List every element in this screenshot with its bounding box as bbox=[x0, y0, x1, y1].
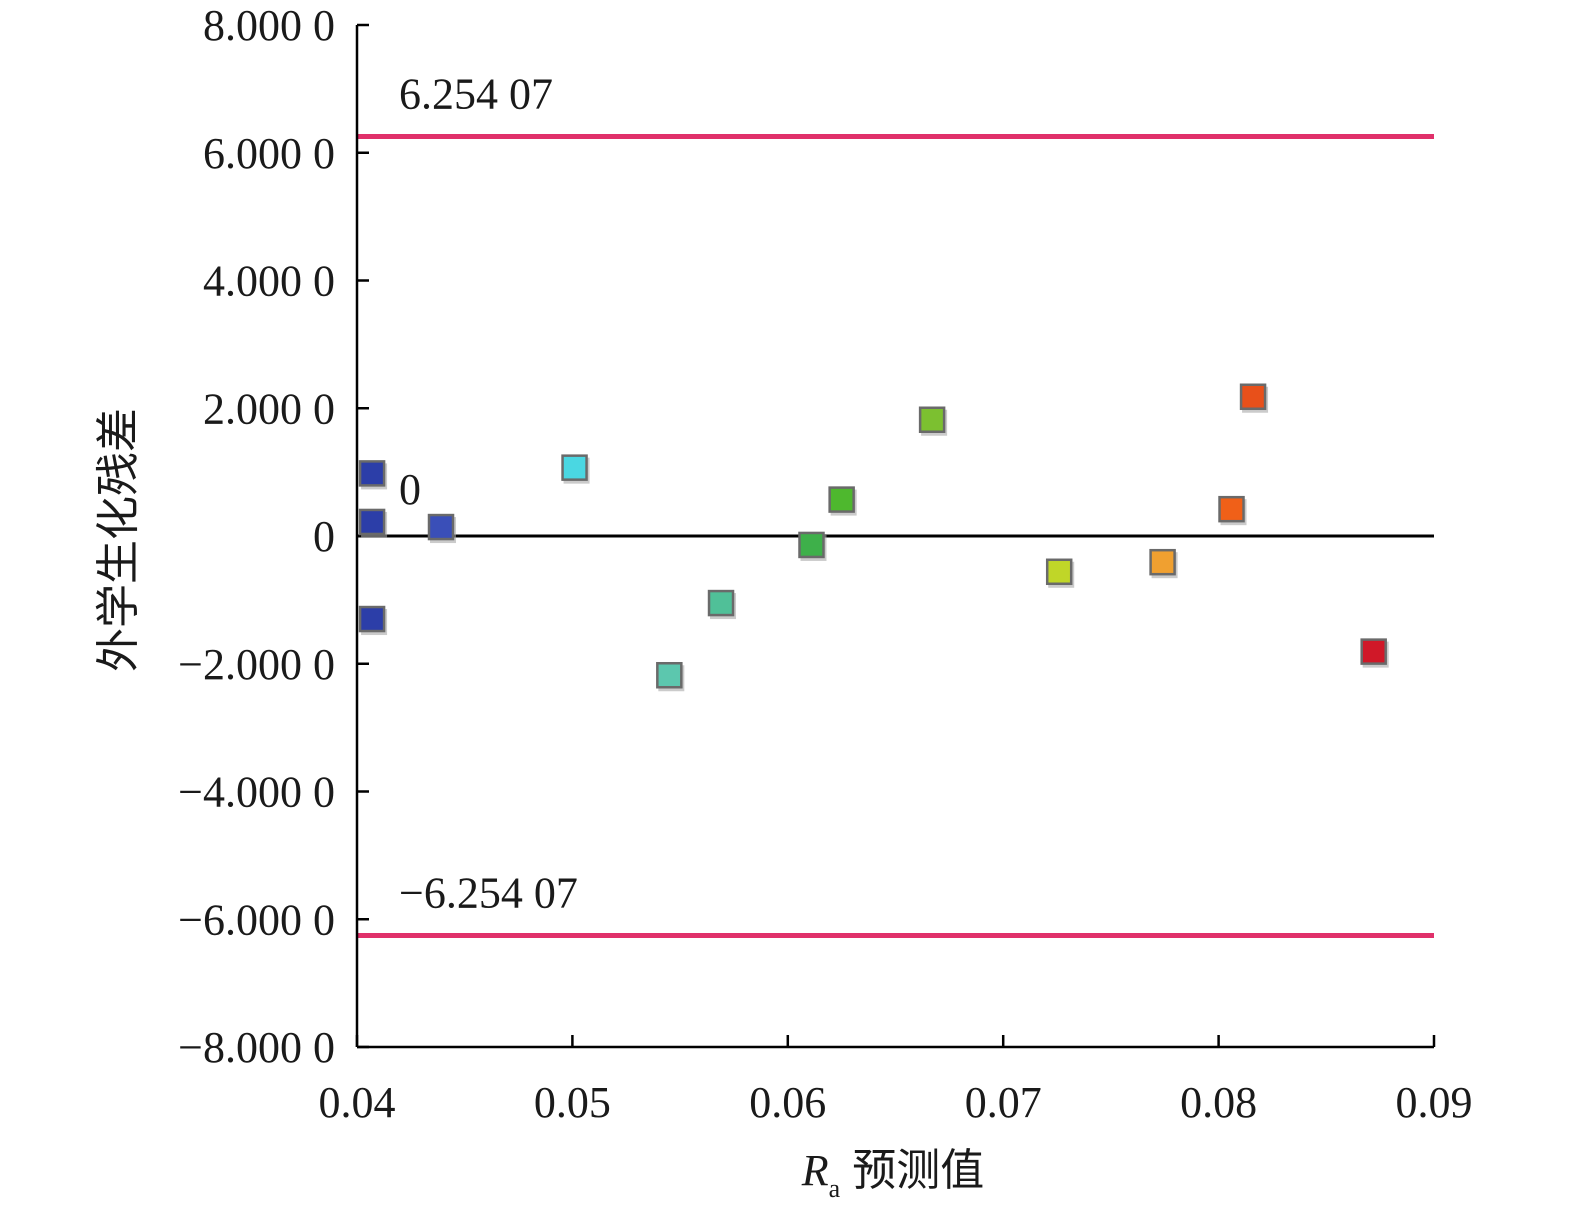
x-tick-label: 0.07 bbox=[965, 1078, 1042, 1127]
x-axis-title-symbol: R bbox=[801, 1146, 829, 1195]
data-point bbox=[358, 460, 388, 490]
x-axis-title-subscript: a bbox=[829, 1174, 841, 1203]
data-point bbox=[561, 454, 590, 484]
data-point bbox=[358, 508, 388, 538]
reference-line-label: 0 bbox=[399, 465, 421, 514]
y-tick-label: −4.000 0 bbox=[178, 768, 335, 817]
x-tick-label: 0.06 bbox=[749, 1078, 826, 1127]
data-point bbox=[918, 406, 948, 436]
data-point bbox=[358, 605, 388, 636]
x-axis-title-text: 预测值 bbox=[852, 1145, 984, 1196]
data-point bbox=[1149, 548, 1178, 579]
data-points bbox=[358, 383, 1389, 692]
data-point bbox=[1360, 638, 1389, 668]
y-axis-title: 外学生化残差 bbox=[93, 408, 144, 672]
x-tick-label: 0.08 bbox=[1180, 1078, 1257, 1127]
data-point bbox=[798, 531, 827, 561]
y-tick-label: −2.000 0 bbox=[178, 640, 335, 689]
y-ticks: 8.000 0 6.000 0 4.000 0 2.000 0 0 −2.000 0 −4.… bbox=[178, 1, 369, 1072]
x-tick-label: 0.09 bbox=[1396, 1078, 1473, 1127]
x-axis-title: Ra 预测值 bbox=[801, 1145, 984, 1203]
data-point bbox=[427, 513, 457, 544]
reference-lines: 6.254 07 0 −6.254 07 bbox=[357, 70, 1434, 938]
y-tick-label: 8.000 0 bbox=[203, 1, 335, 50]
reference-line-label: 6.254 07 bbox=[399, 70, 553, 119]
y-tick-label: 6.000 0 bbox=[203, 129, 335, 178]
x-ticks: 0.04 0.05 0.06 0.07 0.08 0.09 bbox=[319, 1035, 1473, 1127]
y-tick-label: −6.000 0 bbox=[178, 895, 335, 944]
data-point bbox=[707, 589, 737, 620]
data-point bbox=[1045, 558, 1075, 588]
data-point bbox=[1218, 495, 1247, 526]
y-tick-label: 2.000 0 bbox=[203, 384, 335, 433]
x-tick-label: 0.04 bbox=[319, 1078, 396, 1127]
y-tick-label: 4.000 0 bbox=[203, 257, 335, 306]
y-tick-label: 0 bbox=[313, 512, 335, 561]
y-tick-label: −8.000 0 bbox=[178, 1023, 335, 1072]
data-point bbox=[1239, 383, 1269, 413]
reference-line-label: −6.254 07 bbox=[399, 868, 578, 917]
data-point bbox=[656, 661, 685, 692]
data-point bbox=[828, 486, 857, 516]
x-tick-label: 0.05 bbox=[534, 1078, 611, 1127]
